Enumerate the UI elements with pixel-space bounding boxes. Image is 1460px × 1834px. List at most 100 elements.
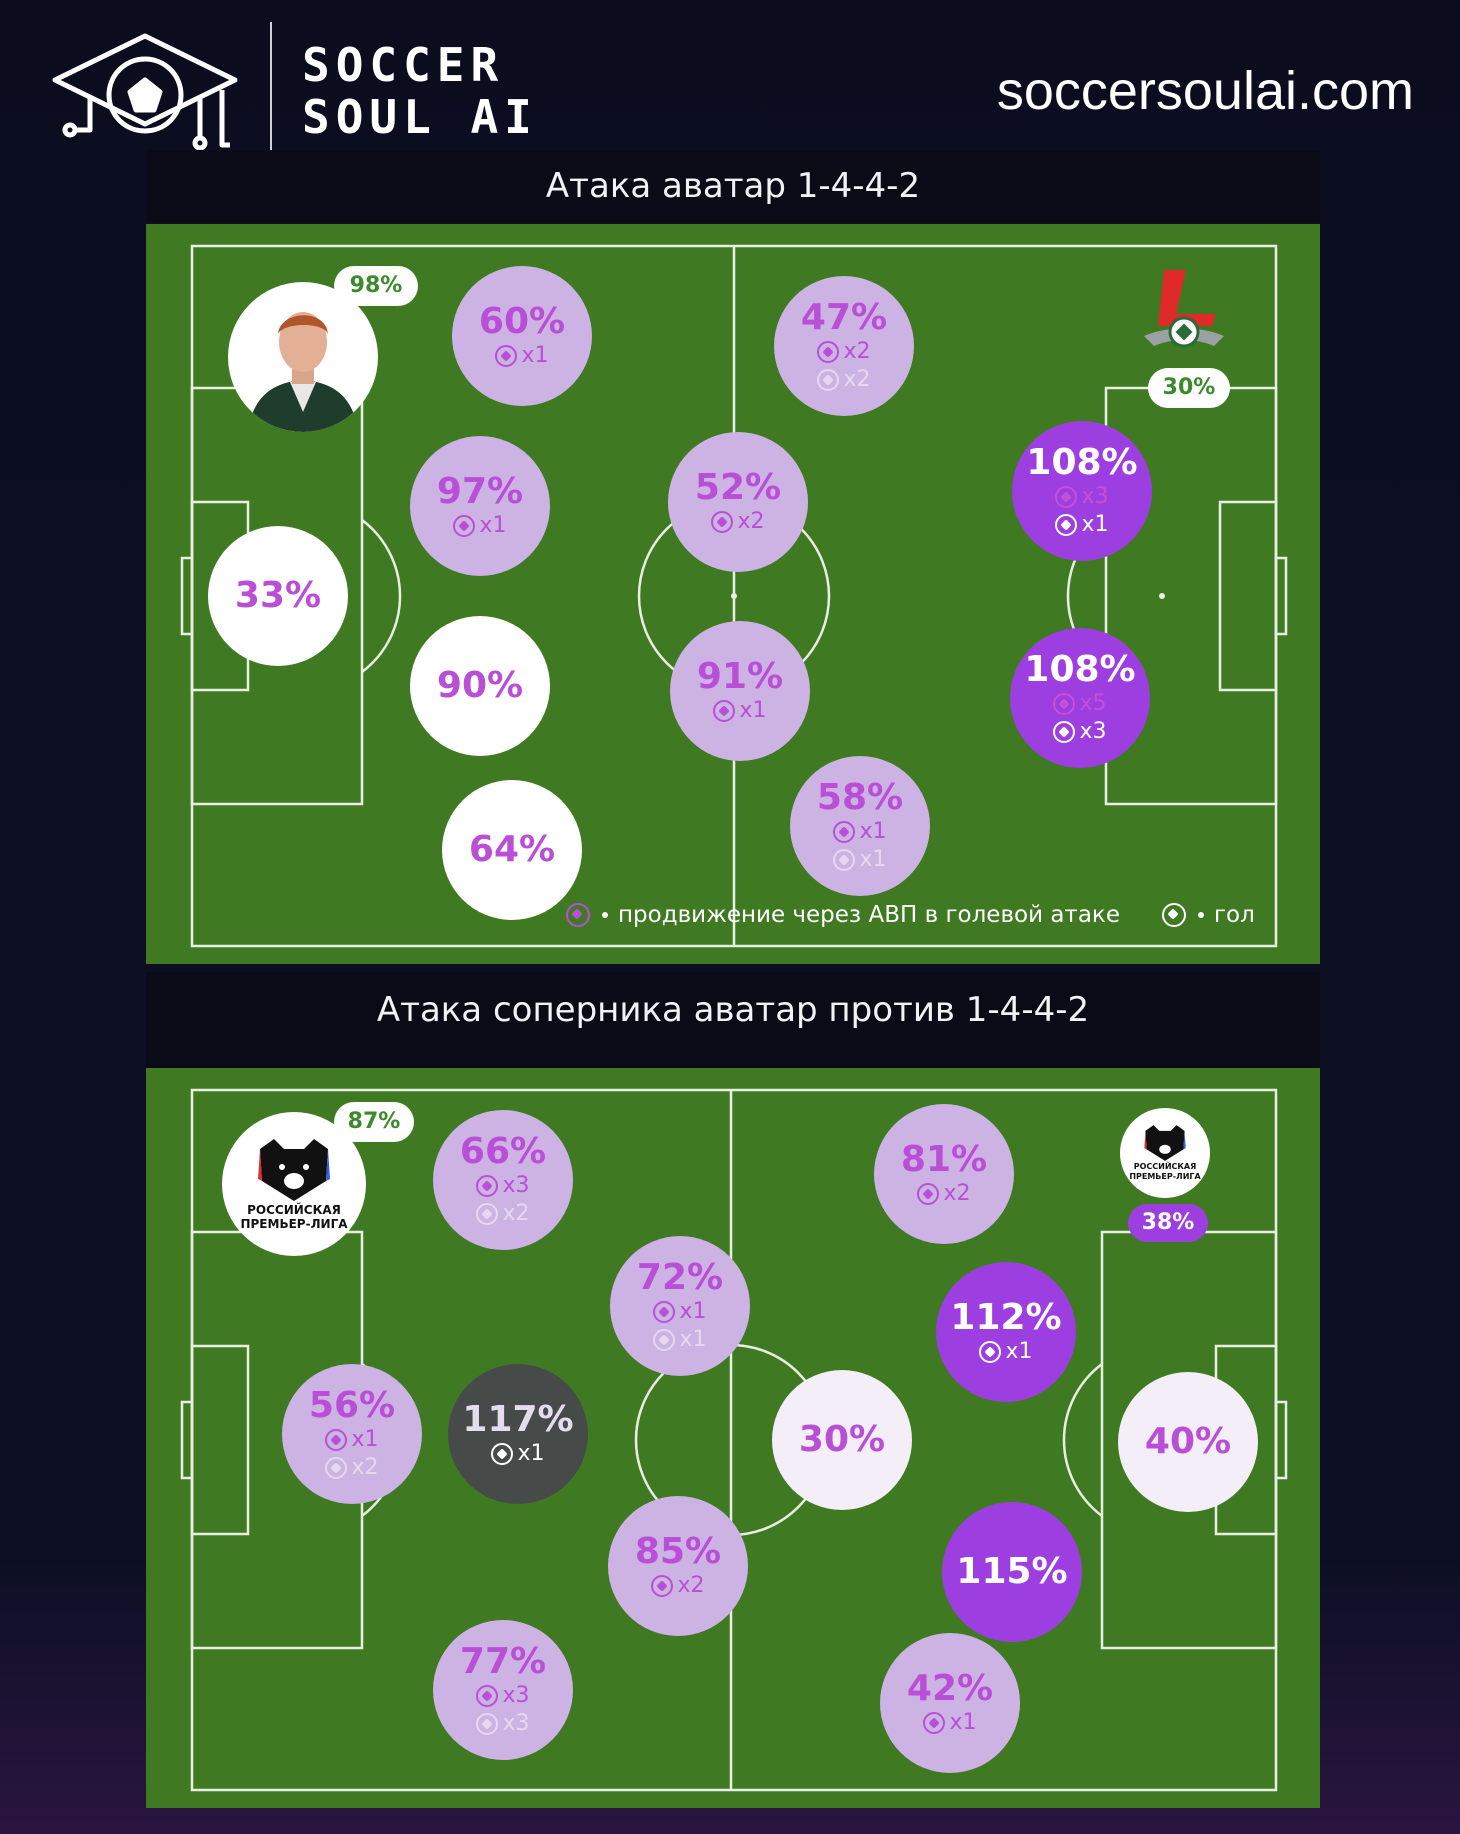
zone-count-label: x3: [1079, 719, 1107, 744]
advance-ball-icon: [653, 1329, 676, 1351]
advance-ball-icon: [817, 341, 840, 363]
zone-circle: 115%: [942, 1502, 1082, 1642]
advance-ball-icon: [1055, 486, 1078, 508]
zone-count-label: x1: [739, 698, 767, 723]
zone-circle: 56% x1 x2: [282, 1364, 422, 1504]
league-name-1: РОССИЙСКАЯ: [247, 1203, 341, 1217]
advance-ball-icon: [711, 511, 734, 533]
zone-circle: 52% x2: [668, 432, 808, 572]
zone-count: x1: [653, 1298, 707, 1326]
zone-percentage: 42%: [906, 1668, 994, 1709]
team-logo-icon: [1144, 270, 1224, 348]
zone-count-label: x3: [502, 1683, 530, 1708]
section-2-title: Атака соперника аватар против 1-4-4-2: [146, 972, 1320, 1068]
legend-goal-label: гол: [1213, 902, 1255, 928]
zone-circle: 72% x1 x1: [610, 1236, 750, 1376]
zone-percentage: 77%: [459, 1641, 547, 1682]
goal-ball-icon: [1053, 721, 1076, 743]
zone-count: x1: [453, 512, 507, 540]
bear-icon: [258, 1139, 330, 1201]
zone-count-label: x1: [1081, 512, 1109, 537]
zone-percentage: 108%: [1024, 649, 1136, 690]
zone-count: x1: [979, 1338, 1033, 1366]
zone-percentage: 58%: [816, 777, 904, 818]
zone-count: x1: [833, 846, 887, 874]
brand-logo-icon: [52, 33, 238, 151]
coach-avatar: [228, 282, 378, 432]
zone-percentage: 33%: [234, 575, 322, 616]
goal-ball-icon: [1055, 514, 1078, 536]
league-name-1: РОССИЙСКАЯ: [1133, 1162, 1197, 1171]
zone-percentage: 97%: [436, 471, 524, 512]
zone-count-label: x1: [859, 819, 887, 844]
zone-count: x2: [325, 1454, 379, 1482]
advance-ball-icon: [476, 1685, 499, 1707]
zone-count-label: x2: [677, 1573, 705, 1598]
advance-ball-icon: [476, 1175, 499, 1197]
zone-count: x2: [817, 338, 871, 366]
zone-count-label: x2: [843, 367, 871, 392]
left-badge: 87%: [334, 1102, 414, 1142]
zone-count: x2: [711, 508, 765, 536]
zone-count-label: x1: [517, 1441, 545, 1466]
legend-advance-label: продвижение через АВП в голевой атаке: [618, 902, 1120, 928]
zone-count: x1: [1055, 511, 1109, 539]
league-logo-small: РОССИЙСКАЯ ПРЕМЬЕР-ЛИГА: [1120, 1108, 1210, 1198]
advance-ball-icon: [476, 1713, 499, 1735]
league-name-2: ПРЕМЬЕР-ЛИГА: [1129, 1172, 1201, 1181]
zone-circle: 77% x3 x3: [433, 1620, 573, 1760]
zone-circle: 97% x1: [410, 436, 550, 576]
zone-count-label: x1: [351, 1427, 379, 1452]
zone-percentage: 40%: [1144, 1421, 1232, 1462]
zone-percentage: 90%: [436, 665, 524, 706]
zone-circle: 42% x1: [880, 1633, 1020, 1773]
zone-count-label: x1: [679, 1299, 707, 1324]
zone-percentage: 91%: [696, 656, 784, 697]
zone-circle: 91% x1: [670, 621, 810, 761]
zone-count: x2: [917, 1180, 971, 1208]
zone-percentage: 117%: [462, 1399, 574, 1440]
zone-count: x2: [651, 1572, 705, 1600]
zone-count: x1: [495, 342, 549, 370]
zone-count-label: x3: [1081, 484, 1109, 509]
right-badge: 38%: [1128, 1204, 1208, 1242]
zone-circle: 33%: [208, 526, 348, 666]
zone-count-label: x2: [943, 1181, 971, 1206]
zone-count: x3: [476, 1710, 530, 1738]
zone-percentage: 64%: [468, 829, 556, 870]
zone-circle: 81% x2: [874, 1104, 1014, 1244]
zone-circle: 58% x1 x1: [790, 756, 930, 896]
zone-percentage: 52%: [694, 467, 782, 508]
advance-ball-icon: [917, 1183, 940, 1205]
advance-ball-icon: [495, 345, 518, 367]
pitch-avatar-attack: 98% 30% 60% x1 47% x2 x2 97% x1 52% x2 108% x3 x1 33…: [146, 224, 1320, 964]
zone-percentage: 85%: [634, 1531, 722, 1572]
legend-dot: [1197, 912, 1204, 918]
zone-count: x1: [923, 1709, 977, 1737]
site-url[interactable]: soccersoulai.com: [996, 61, 1414, 121]
brand-name-line2: SOUL AI: [302, 90, 538, 144]
zone-circle: 64%: [442, 780, 582, 920]
zone-circle: 117% x1: [448, 1364, 588, 1504]
goal-ball-icon: [491, 1443, 514, 1465]
section-1-title: Атака аватар 1-4-4-2: [146, 150, 1320, 222]
advance-ball-icon: [817, 369, 840, 391]
zone-count: x2: [476, 1200, 530, 1228]
zone-count: x3: [476, 1172, 530, 1200]
team-badge: 30%: [1148, 368, 1230, 408]
advance-ball-icon: [566, 903, 590, 927]
zone-count-label: x2: [737, 509, 765, 534]
advance-ball-icon: [833, 821, 856, 843]
zone-percentage: 72%: [636, 1257, 724, 1298]
zone-circle: 30%: [772, 1370, 912, 1510]
zone-circle: 60% x1: [452, 266, 592, 406]
zone-count-label: x3: [502, 1173, 530, 1198]
zone-percentage: 66%: [459, 1131, 547, 1172]
zone-count-label: x1: [479, 513, 507, 538]
coach-photo-icon: [248, 312, 358, 432]
zone-circle: 90%: [410, 616, 550, 756]
goal-ball-icon: [979, 1341, 1002, 1363]
zone-count: x1: [713, 697, 767, 725]
brand-name-line1: SOCCER: [302, 38, 505, 92]
zone-count: x1: [491, 1440, 545, 1468]
